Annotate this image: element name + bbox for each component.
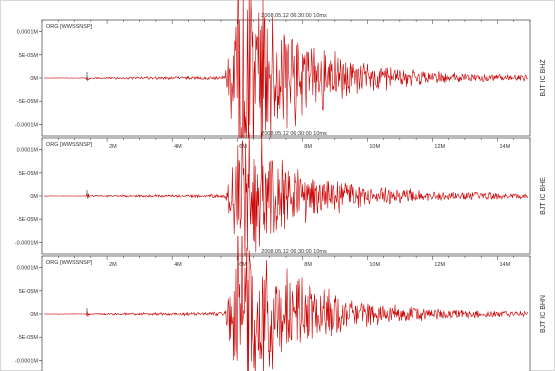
y-tick-label: -0.0001M	[15, 358, 39, 364]
y-tick-label: 0M	[30, 76, 38, 82]
station-label: BJT IC BHE	[540, 177, 547, 215]
y-tick-label: 0.0001M	[17, 30, 39, 36]
seismogram-panel-2: 2008.05.12 06:30:00 10ms ORG [WWSSNSP] BJT…	[15, 131, 547, 258]
source-label: ORG [WWSSNSP]	[46, 260, 93, 266]
timestamp-label: 2008.05.12 06:30:00 10ms	[261, 13, 327, 19]
x-tick-label: 8M	[304, 262, 312, 268]
x-tick-label: 2M	[109, 144, 117, 150]
x-tick-label: 12M	[434, 262, 445, 268]
seismogram-panel-3: 2008.05.12 06:30:00 10ms ORG [WWSSNSP] BJT…	[15, 236, 547, 371]
y-tick-label: 0M	[30, 312, 38, 318]
x-tick-label: 10M	[369, 144, 380, 150]
x-tick-label: 14M	[499, 144, 510, 150]
x-tick-label: 6M	[239, 144, 247, 150]
y-tick-label: 5E-05M	[19, 171, 39, 177]
y-tick-label: -0.0001M	[15, 240, 39, 246]
y-tick-label: -5E-05M	[17, 217, 39, 223]
source-label: ORG [WWSSNSP]	[46, 24, 93, 30]
seismic-trace	[43, 236, 528, 371]
y-tick-label: -5E-05M	[17, 99, 39, 105]
station-label: BJT IC BHN	[540, 295, 547, 333]
seismic-trace	[43, 132, 528, 258]
x-tick-label: 10M	[369, 262, 380, 268]
seismogram-panel-1: 2008.05.12 06:30:00 10ms ORG [WWSSNSP] BJT…	[15, 0, 547, 152]
timestamp-label: 2008.05.12 06:30:00 10ms	[261, 249, 327, 255]
x-tick-label: 4M	[174, 144, 182, 150]
station-label: BJT IC BHZ	[540, 59, 547, 97]
x-tick-label: 4M	[174, 262, 182, 268]
y-tick-label: -0.0001M	[15, 122, 39, 128]
y-tick-label: 0.0001M	[17, 148, 39, 154]
x-tick-label: 8M	[304, 144, 312, 150]
y-tick-label: 0.0001M	[17, 266, 39, 272]
timestamp-label: 2008.05.12 06:30:00 10ms	[261, 131, 327, 137]
x-tick-label: 6M	[239, 262, 247, 268]
x-tick-label: 2M	[109, 262, 117, 268]
x-tick-label: 12M	[434, 144, 445, 150]
seismic-trace	[44, 0, 528, 152]
y-tick-label: -5E-05M	[17, 335, 39, 341]
y-tick-label: 0M	[30, 194, 38, 200]
source-label: ORG [WWSSNSP]	[46, 142, 93, 148]
x-tick-label: 14M	[499, 262, 510, 268]
y-tick-label: 5E-05M	[19, 53, 39, 59]
y-tick-label: 5E-05M	[19, 289, 39, 295]
